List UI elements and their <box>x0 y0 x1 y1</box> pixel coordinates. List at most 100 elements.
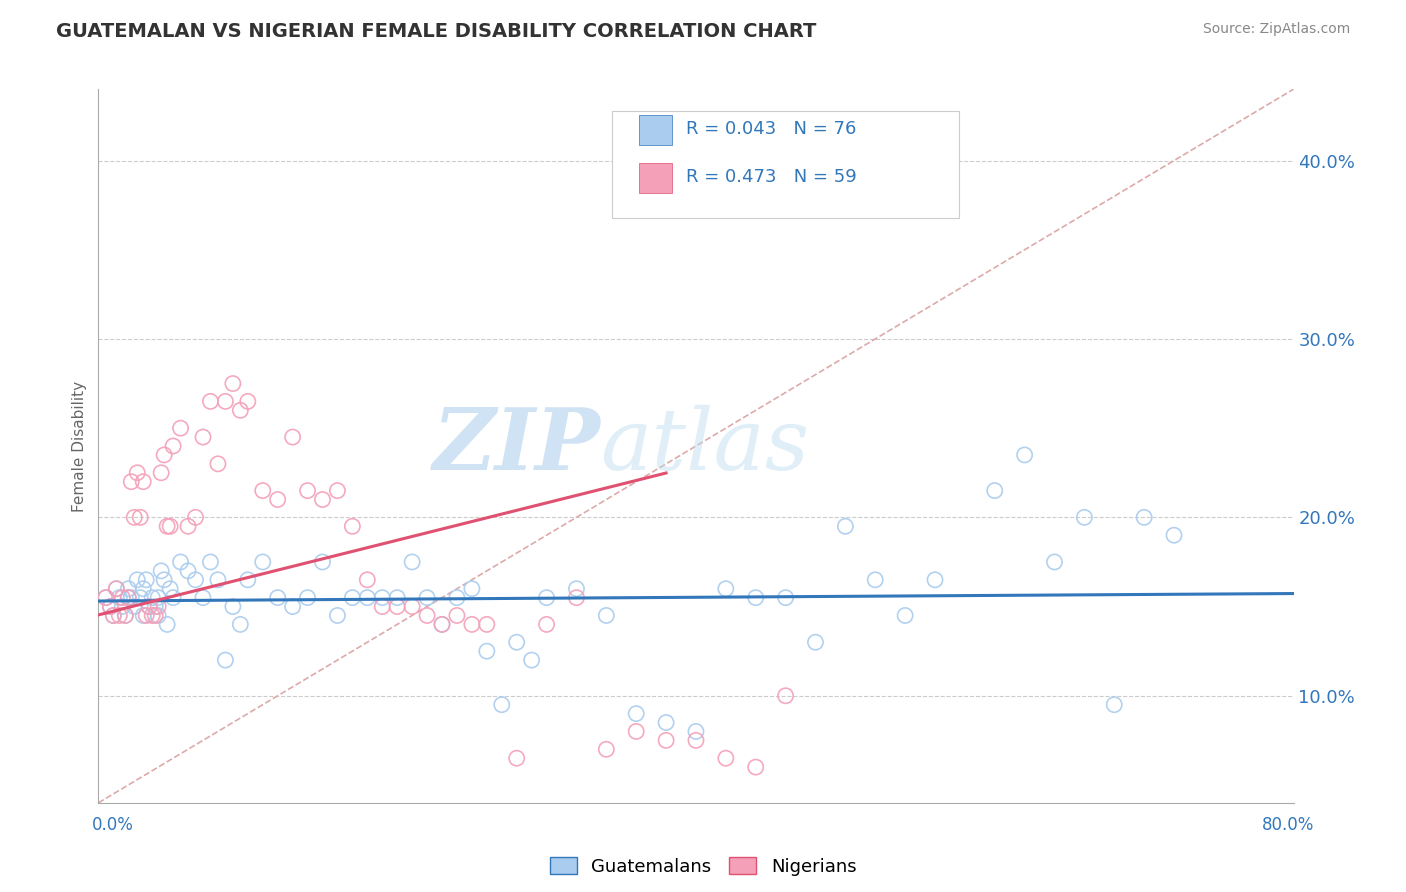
Point <box>475 617 498 632</box>
Text: R = 0.043   N = 76: R = 0.043 N = 76 <box>686 120 856 138</box>
Point <box>98 599 122 614</box>
Point <box>105 582 128 596</box>
Y-axis label: Female Disability: Female Disability <box>72 380 87 512</box>
Point <box>150 564 173 578</box>
Point <box>446 608 468 623</box>
Point <box>342 591 364 605</box>
Point <box>108 591 131 605</box>
Point <box>143 608 166 623</box>
Point <box>1163 528 1185 542</box>
Point <box>775 591 797 605</box>
Point <box>156 519 179 533</box>
Point <box>745 591 768 605</box>
Point <box>775 689 797 703</box>
Point <box>565 591 588 605</box>
Point <box>371 591 394 605</box>
Point <box>834 519 856 533</box>
Point <box>111 599 134 614</box>
Point <box>135 573 157 587</box>
Point <box>416 591 439 605</box>
Point <box>124 599 146 614</box>
Point <box>1043 555 1066 569</box>
Point <box>655 733 678 747</box>
Point <box>267 492 290 507</box>
Point <box>714 582 737 596</box>
Point <box>141 608 163 623</box>
Point <box>626 706 648 721</box>
Point <box>191 591 214 605</box>
Point <box>475 644 498 658</box>
Point <box>162 439 184 453</box>
Text: 80.0%: 80.0% <box>1263 816 1315 834</box>
Point <box>191 430 214 444</box>
Point <box>804 635 827 649</box>
Point <box>356 573 378 587</box>
Bar <box>638 162 672 193</box>
Point <box>148 608 170 623</box>
Point <box>401 599 423 614</box>
Point <box>1014 448 1036 462</box>
Point <box>229 403 252 417</box>
Point <box>506 635 529 649</box>
Point <box>159 582 181 596</box>
Point <box>207 573 229 587</box>
Point <box>326 608 349 623</box>
Point <box>461 617 484 632</box>
Point <box>984 483 1007 498</box>
Point <box>200 394 222 409</box>
Point <box>129 591 152 605</box>
Point <box>385 591 409 605</box>
Point <box>214 653 236 667</box>
Text: ZIP: ZIP <box>433 404 600 488</box>
Point <box>150 466 173 480</box>
Point <box>117 591 139 605</box>
Point <box>159 519 181 533</box>
Point <box>138 599 160 614</box>
Point <box>103 608 125 623</box>
Point <box>117 591 139 605</box>
Text: 0.0%: 0.0% <box>91 816 134 834</box>
Point <box>430 617 453 632</box>
Point <box>326 483 349 498</box>
Point <box>356 591 378 605</box>
Point <box>446 591 468 605</box>
Point <box>222 376 245 391</box>
Point <box>236 394 259 409</box>
Point <box>132 475 155 489</box>
Point <box>207 457 229 471</box>
Point <box>169 421 191 435</box>
Point <box>169 555 191 569</box>
Point <box>135 608 157 623</box>
Point <box>153 448 176 462</box>
Point <box>655 715 678 730</box>
Point <box>252 555 274 569</box>
FancyBboxPatch shape <box>613 111 959 218</box>
Point <box>1073 510 1095 524</box>
Point <box>148 599 170 614</box>
Point <box>745 760 768 774</box>
Point <box>311 492 333 507</box>
Text: atlas: atlas <box>600 405 810 487</box>
Point <box>924 573 946 587</box>
Point <box>114 608 136 623</box>
Point <box>127 466 149 480</box>
Text: GUATEMALAN VS NIGERIAN FEMALE DISABILITY CORRELATION CHART: GUATEMALAN VS NIGERIAN FEMALE DISABILITY… <box>56 22 817 41</box>
Text: R = 0.473   N = 59: R = 0.473 N = 59 <box>686 168 858 186</box>
Point <box>626 724 648 739</box>
Point <box>94 591 117 605</box>
Point <box>685 724 707 739</box>
Point <box>153 573 176 587</box>
Point <box>297 483 319 498</box>
Point <box>222 599 245 614</box>
Point <box>127 573 149 587</box>
Point <box>1104 698 1126 712</box>
Point <box>281 599 304 614</box>
Point <box>595 742 617 756</box>
Point <box>132 608 155 623</box>
Point <box>108 608 131 623</box>
Point <box>98 599 122 614</box>
Point <box>120 475 142 489</box>
Point <box>416 608 439 623</box>
Point <box>401 555 423 569</box>
Point <box>1133 510 1156 524</box>
